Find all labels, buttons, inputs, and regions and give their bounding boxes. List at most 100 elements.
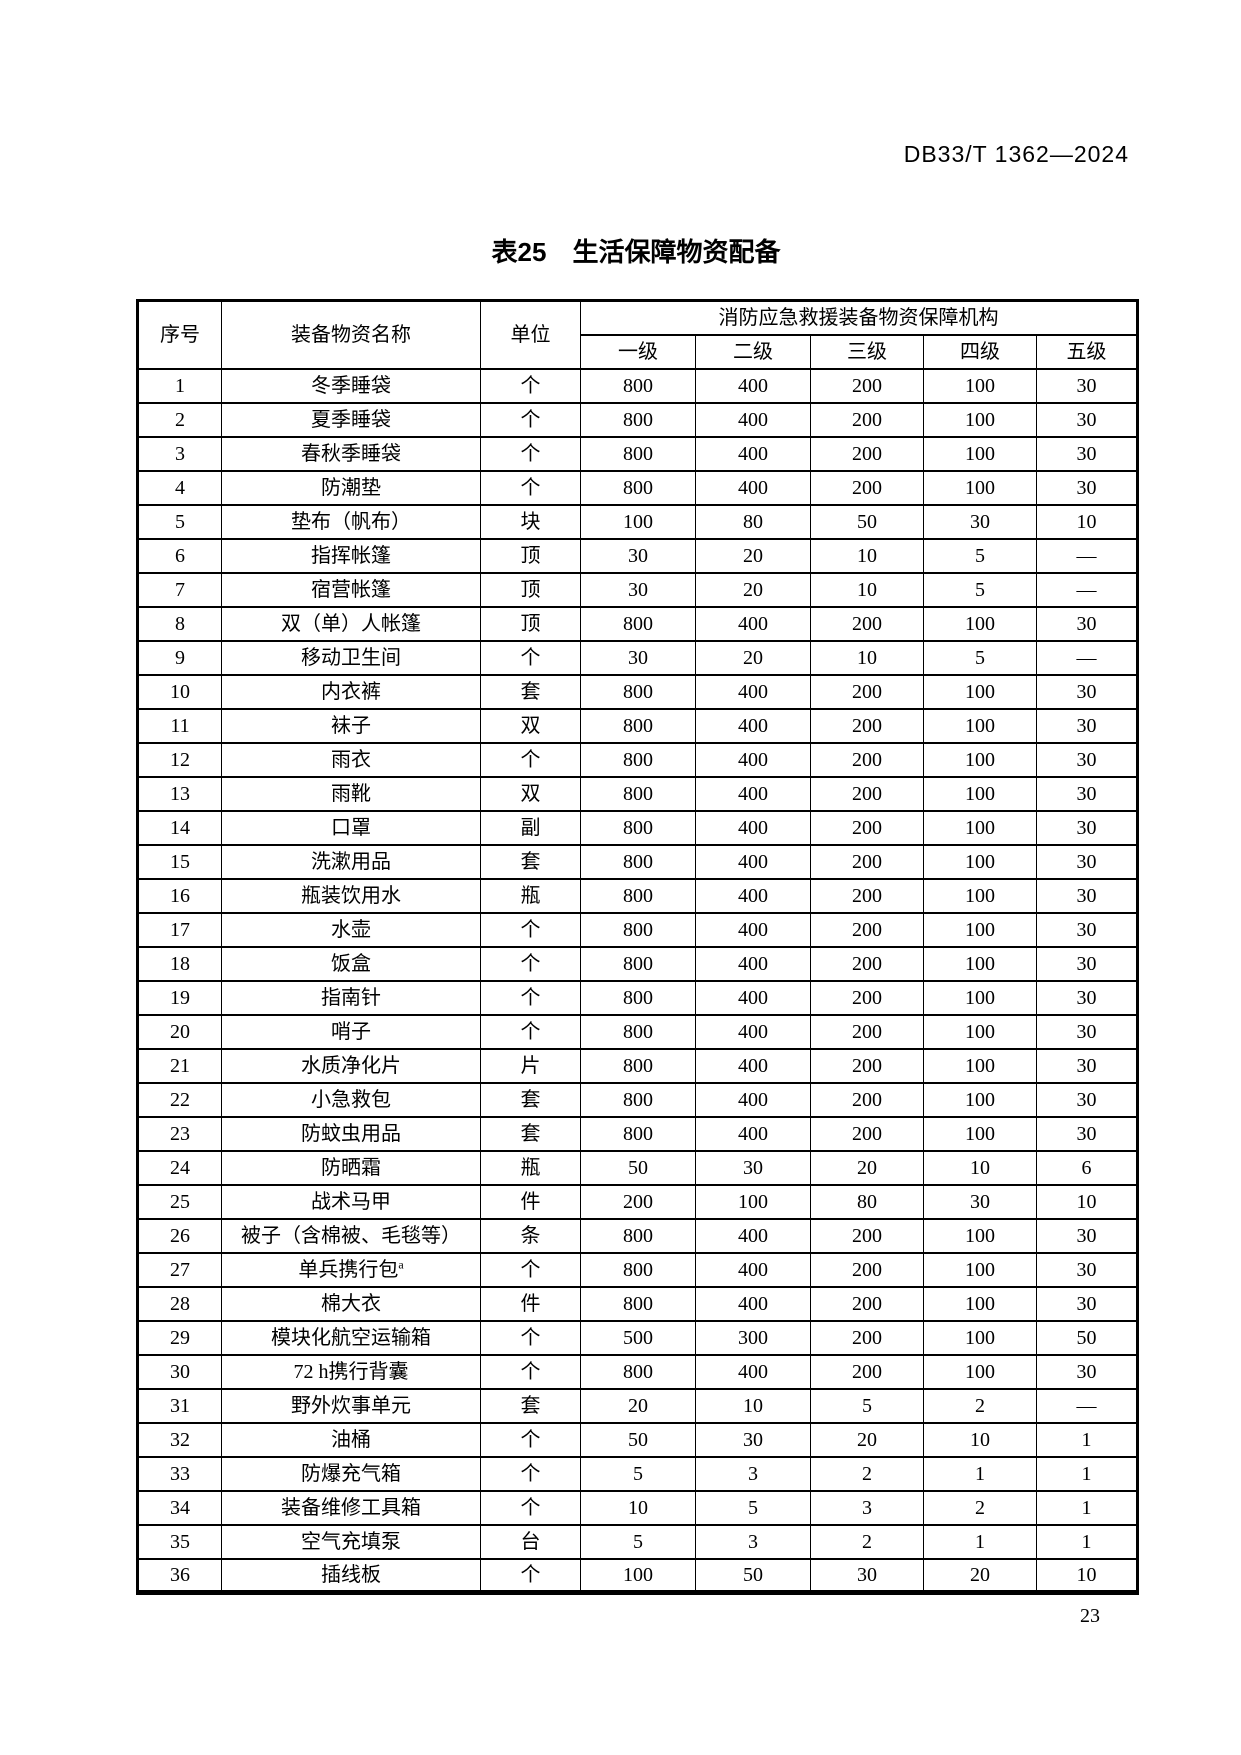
table-body: 1 冬季睡袋个 800 400 200 100 30 2 夏季睡袋个 800 400 200 100 30…: [137, 367, 1139, 1594]
cell-value-level-2: 400: [695, 1115, 811, 1152]
cell-value-level-1: 5: [580, 1455, 696, 1492]
table-row: 25 战术马甲件 200 100 80 30 10: [137, 1183, 1139, 1220]
cell-unit: 个: [480, 979, 581, 1016]
cell-value-level-2: 100: [695, 1183, 811, 1220]
cell-value-level-1: 800: [580, 877, 696, 914]
cell-name: 指挥帐篷: [221, 537, 481, 574]
table-row: 11 袜子双 800 400 200 100 30: [137, 707, 1139, 744]
table-row: 27 单兵携行包a 个 800 400 200 100 30: [137, 1251, 1139, 1288]
cell-seq: 19: [137, 979, 222, 1016]
header-level-5: 五级: [1035, 333, 1139, 370]
cell-unit: 套: [480, 673, 581, 710]
cell-name: 防潮垫: [221, 469, 481, 506]
cell-value-level-2: 20: [695, 571, 811, 608]
header-seq: 序号: [137, 299, 222, 370]
cell-unit: 套: [480, 1115, 581, 1152]
cell-value-level-1: 500: [580, 1319, 696, 1356]
table-row: 26 被子（含棉被、毛毯等）条 800 400 200 100 30: [137, 1217, 1139, 1254]
table-row: 32 油桶个 50 30 20 10 1: [137, 1421, 1139, 1458]
cell-value-level-1: 200: [580, 1183, 696, 1220]
cell-seq: 22: [137, 1081, 222, 1118]
cell-value-level-3: 200: [810, 707, 924, 744]
cell-name: 雨衣: [221, 741, 481, 778]
cell-value-level-2: 3: [695, 1455, 811, 1492]
cell-value-level-3: 200: [810, 1217, 924, 1254]
cell-value-level-2: 20: [695, 537, 811, 574]
cell-seq: 6: [137, 537, 222, 574]
cell-value-level-2: 30: [695, 1421, 811, 1458]
cell-name: 空气充填泵: [221, 1523, 481, 1560]
header-level-4: 四级: [923, 333, 1037, 370]
cell-value-level-4: 100: [923, 911, 1037, 948]
cell-value-level-5: 30: [1035, 843, 1139, 880]
cell-value-level-3: 200: [810, 979, 924, 1016]
cell-value-level-2: 400: [695, 435, 811, 472]
cell-value-level-3: 200: [810, 1081, 924, 1118]
cell-unit: 个: [480, 435, 581, 472]
cell-value-level-5: —: [1035, 639, 1139, 676]
cell-value-level-5: 50: [1035, 1319, 1139, 1356]
cell-seq: 7: [137, 571, 222, 608]
header-unit: 单位: [480, 299, 581, 370]
cell-value-level-3: 200: [810, 809, 924, 846]
cell-value-level-5: 30: [1035, 605, 1139, 642]
cell-seq: 20: [137, 1013, 222, 1050]
cell-value-level-3: 10: [810, 537, 924, 574]
cell-value-level-5: 6: [1035, 1149, 1139, 1186]
cell-unit: 条: [480, 1217, 581, 1254]
cell-seq: 3: [137, 435, 222, 472]
table-row: 17 水壶个 800 400 200 100 30: [137, 911, 1139, 948]
cell-value-level-4: 1: [923, 1455, 1037, 1492]
cell-name: 宿营帐篷: [221, 571, 481, 608]
cell-name: 哨子: [221, 1013, 481, 1050]
cell-value-level-4: 100: [923, 809, 1037, 846]
cell-value-level-2: 400: [695, 911, 811, 948]
cell-seq: 30: [137, 1353, 222, 1390]
cell-seq: 26: [137, 1217, 222, 1254]
header-row-levels: 一级 二级 三级 四级 五级: [138, 333, 1139, 370]
cell-value-level-5: 30: [1035, 469, 1139, 506]
cell-name: 冬季睡袋: [221, 367, 481, 404]
header-name: 装备物资名称: [221, 299, 481, 370]
table-row: 19 指南针个 800 400 200 100 30: [137, 979, 1139, 1016]
cell-name: 口罩: [221, 809, 481, 846]
cell-value-level-1: 800: [580, 741, 696, 778]
cell-value-level-5: 30: [1035, 1251, 1139, 1288]
table-row: 31 野外炊事单元套 20 10 5 2—: [137, 1387, 1139, 1424]
cell-name: 雨靴: [221, 775, 481, 812]
cell-value-level-4: 5: [923, 639, 1037, 676]
table-row: 12 雨衣个 800 400 200 100 30: [137, 741, 1139, 778]
table-row: 1 冬季睡袋个 800 400 200 100 30: [137, 367, 1139, 404]
cell-value-level-5: 30: [1035, 775, 1139, 812]
table-row: 13 雨靴双 800 400 200 100 30: [137, 775, 1139, 812]
cell-seq: 24: [137, 1149, 222, 1186]
cell-value-level-4: 5: [923, 571, 1037, 608]
cell-value-level-5: 30: [1035, 911, 1139, 948]
cell-name: 饭盒: [221, 945, 481, 982]
cell-value-level-5: 1: [1035, 1523, 1139, 1560]
cell-value-level-1: 800: [580, 605, 696, 642]
cell-seq: 15: [137, 843, 222, 880]
cell-value-level-5: 30: [1035, 979, 1139, 1016]
cell-unit: 个: [480, 1455, 581, 1492]
cell-value-level-5: 30: [1035, 401, 1139, 438]
cell-value-level-1: 800: [580, 1047, 696, 1084]
cell-unit: 块: [480, 503, 581, 540]
cell-value-level-3: 20: [810, 1421, 924, 1458]
cell-value-level-3: 200: [810, 775, 924, 812]
table-row: 30 72 h携行背囊个 800 400 200 100 30: [137, 1353, 1139, 1390]
table-row: 28 棉大衣件 800 400 200 100 30: [137, 1285, 1139, 1322]
cell-unit: 个: [480, 1251, 581, 1288]
cell-value-level-2: 400: [695, 877, 811, 914]
cell-seq: 16: [137, 877, 222, 914]
cell-value-level-4: 10: [923, 1421, 1037, 1458]
cell-name: 装备维修工具箱: [221, 1489, 481, 1526]
cell-value-level-3: 2: [810, 1455, 924, 1492]
cell-name: 双（单）人帐篷: [221, 605, 481, 642]
table-row: 4 防潮垫个 800 400 200 100 30: [137, 469, 1139, 506]
cell-value-level-3: 20: [810, 1149, 924, 1186]
cell-unit: 个: [480, 945, 581, 982]
cell-value-level-4: 100: [923, 1047, 1037, 1084]
cell-seq: 29: [137, 1319, 222, 1356]
